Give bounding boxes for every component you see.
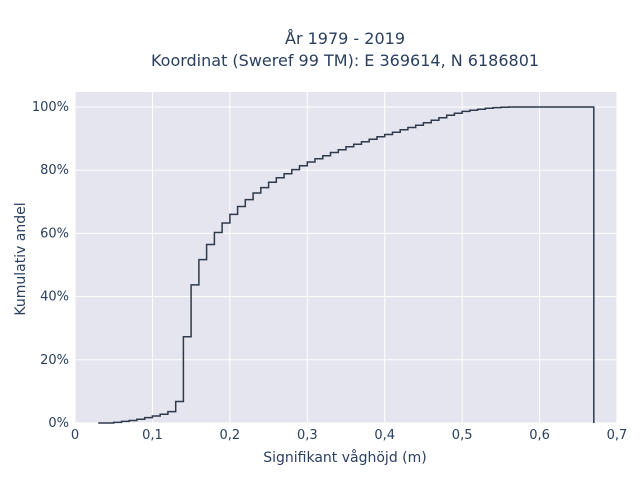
x-grid: [74, 92, 618, 423]
cdf-series-line: [98, 106, 595, 424]
y-tick-label: 20%: [40, 353, 69, 368]
chart-title-line-1: År 1979 - 2019: [285, 29, 405, 48]
x-tick-label: 0,1: [142, 428, 163, 443]
y-tick-label: 100%: [32, 100, 69, 115]
plot-area: [75, 92, 617, 423]
x-tick-label: 0,6: [529, 428, 550, 443]
x-tick-label: 0: [71, 428, 79, 443]
y-tick-label: 60%: [40, 226, 69, 241]
y-tick-label: 0%: [48, 416, 69, 431]
y-axis-ticks: 0% 20% 40% 60% 80% 100%: [32, 100, 69, 431]
x-axis-title: Signifikant våghöjd (m): [263, 449, 426, 466]
x-tick-label: 0,4: [374, 428, 395, 443]
x-tick-label: 0,7: [607, 428, 628, 443]
y-tick-label: 40%: [40, 290, 69, 305]
x-tick-label: 0,2: [220, 428, 241, 443]
x-tick-label: 0,5: [452, 428, 473, 443]
chart-title-line-2: Koordinat (Sweref 99 TM): E 369614, N 61…: [151, 51, 539, 70]
y-axis-title: Kumulativ andel: [13, 202, 29, 315]
x-tick-label: 0,3: [297, 428, 318, 443]
y-tick-label: 80%: [40, 163, 69, 178]
x-axis-ticks: 0 0,1 0,2 0,3 0,4 0,5 0,6 0,7: [71, 428, 627, 443]
